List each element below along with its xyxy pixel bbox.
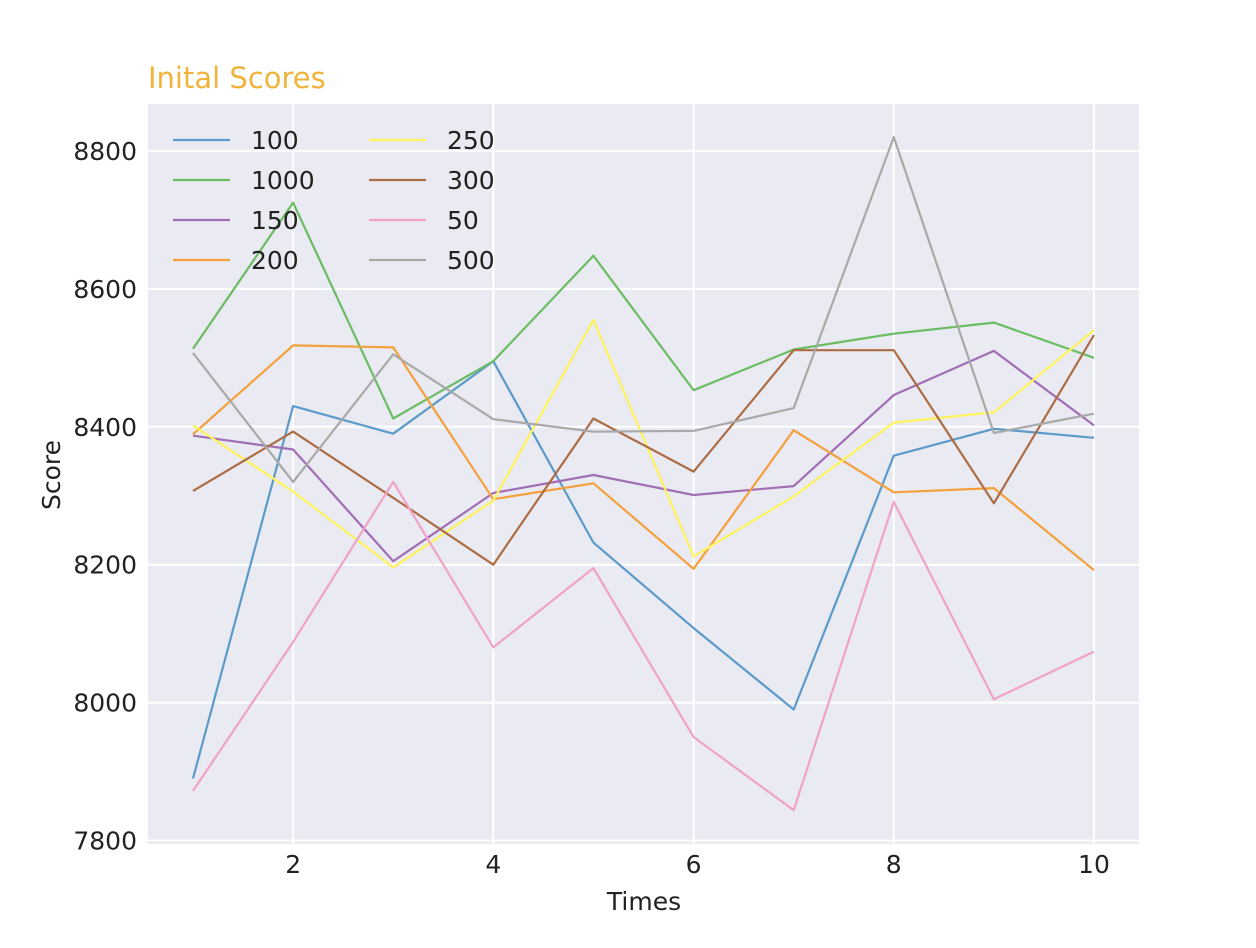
legend-entry-300: 300	[369, 166, 495, 195]
y-tick-labels: 7800 8000 8200 8400 8600 8800	[73, 137, 137, 856]
legend-label: 200	[251, 246, 299, 275]
legend-label: 150	[251, 206, 299, 235]
series-line-300	[192, 334, 1095, 566]
x-tick-label: 10	[1078, 850, 1110, 879]
legend-label: 250	[447, 126, 495, 155]
x-tick-label: 4	[485, 850, 501, 879]
x-tick-labels: 2 4 6 8 10	[285, 850, 1110, 879]
legend-entry-50: 50	[369, 206, 479, 235]
grid-lines	[148, 104, 1139, 844]
series-line-500	[192, 136, 1095, 483]
x-tick-label: 8	[886, 850, 902, 879]
legend-label: 1000	[251, 166, 315, 195]
legend-entry-250: 250	[369, 126, 495, 155]
series-line-100	[191, 360, 1095, 779]
series-line-150	[192, 349, 1095, 563]
y-axis-label: Score	[37, 440, 66, 510]
series-lines	[191, 136, 1095, 812]
series-line-200	[192, 344, 1095, 572]
legend-entry-500: 500	[369, 246, 495, 275]
legend: 100 1000 150 200 250 300 50 500	[173, 126, 495, 275]
y-tick-label: 8400	[73, 413, 137, 442]
series-line-50	[192, 480, 1095, 812]
legend-entry-1000: 1000	[173, 166, 315, 195]
y-tick-label: 7800	[73, 827, 137, 856]
legend-label: 100	[251, 126, 299, 155]
y-tick-label: 8000	[73, 689, 137, 718]
legend-label: 300	[447, 166, 495, 195]
x-tick-label: 6	[686, 850, 702, 879]
legend-label: 50	[447, 206, 479, 235]
series-line-250	[192, 318, 1095, 569]
legend-entry-150: 150	[173, 206, 299, 235]
series-line-1000	[192, 201, 1095, 420]
y-tick-label: 8600	[73, 275, 137, 304]
legend-entry-200: 200	[173, 246, 299, 275]
legend-entry-100: 100	[173, 126, 299, 155]
x-tick-label: 2	[285, 850, 301, 879]
x-axis-label: Times	[606, 887, 681, 916]
y-tick-label: 8200	[73, 551, 137, 580]
legend-label: 500	[447, 246, 495, 275]
y-tick-label: 8800	[73, 137, 137, 166]
chart-title: Inital Scores	[148, 61, 326, 95]
